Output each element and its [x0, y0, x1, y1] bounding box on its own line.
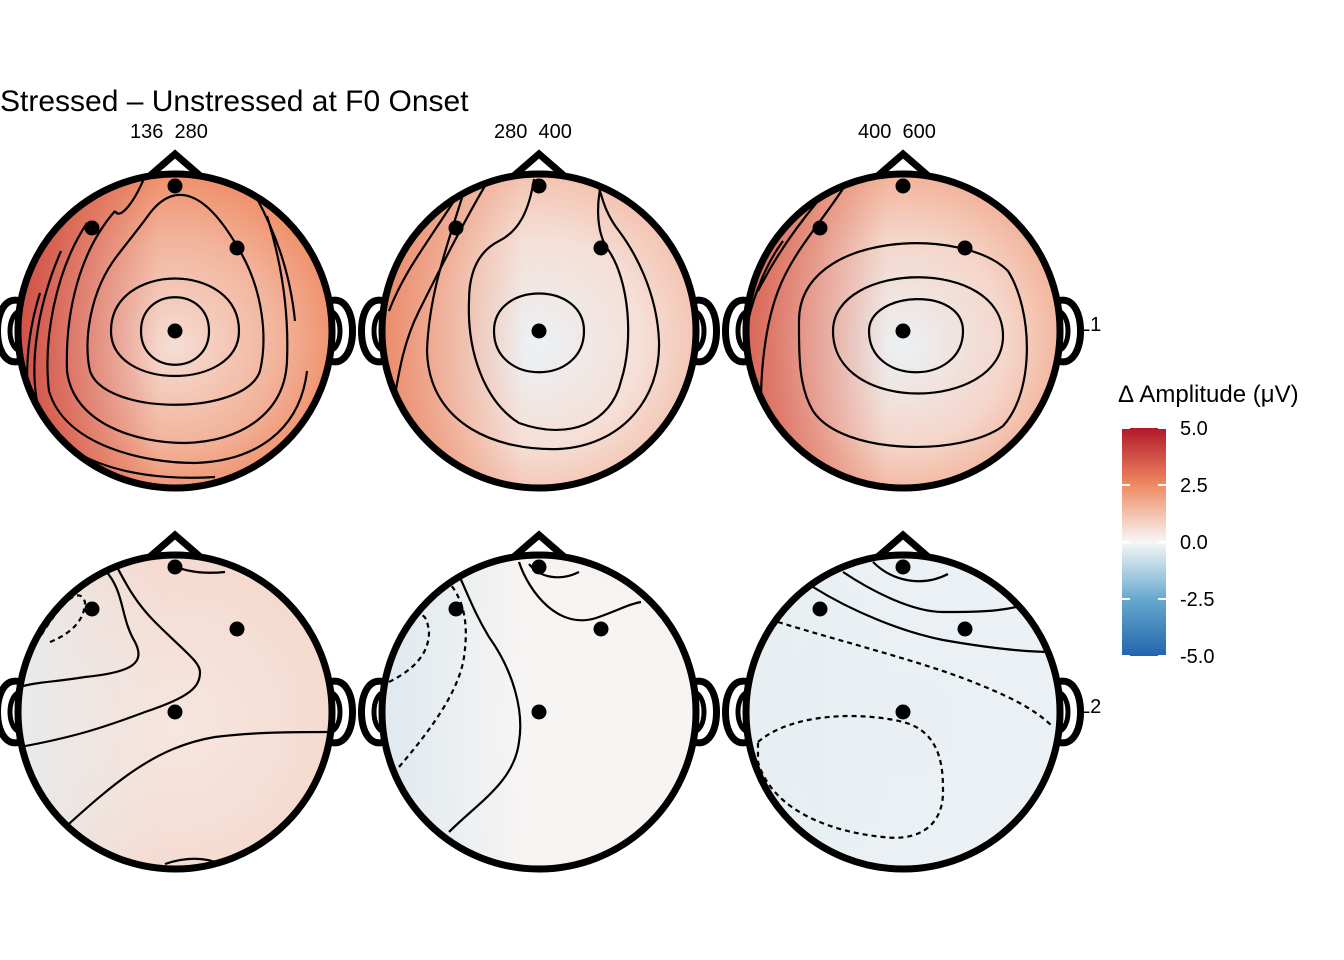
electrode-marker — [958, 241, 973, 256]
topoplot-panel-l1-400-600 — [726, 154, 1081, 488]
chart-title: Stressed – Unstressed at F0 Onset — [0, 85, 469, 118]
colorbar-tick-label: 5.0 — [1180, 418, 1208, 440]
electrode-marker — [594, 622, 609, 637]
electrode-marker — [958, 622, 973, 637]
electrode-marker — [168, 324, 183, 339]
electrode-marker — [532, 324, 547, 339]
topoplot-panel-l2-280-400 — [362, 535, 717, 869]
electrode-marker — [896, 179, 911, 194]
topoplot-panel-l2-400-600 — [726, 535, 1081, 869]
colorbar-tick-label: -5.0 — [1180, 646, 1214, 668]
electrode-marker — [594, 241, 609, 256]
electrode-marker — [896, 324, 911, 339]
colorbar-tick-label: 2.5 — [1180, 475, 1208, 497]
column-label-400-600: 400 600 — [858, 121, 936, 143]
colorbar-tick-label: 0.0 — [1180, 532, 1208, 554]
electrode-marker — [896, 705, 911, 720]
topoplot-panel-l2-136-280 — [0, 535, 353, 869]
electrode-marker — [85, 602, 100, 617]
colorbar-tick-label: -2.5 — [1180, 589, 1214, 611]
electrode-marker — [532, 179, 547, 194]
electrode-marker — [85, 221, 100, 236]
topoplot-panel-l1-280-400 — [362, 154, 717, 488]
electrode-marker — [168, 705, 183, 720]
electrode-marker — [532, 560, 547, 575]
colorbar-legend: Δ Amplitude (μV) 5.0 2.5 0.0 -2.5 -5.0 — [1118, 381, 1299, 668]
electrode-marker — [532, 705, 547, 720]
electrode-marker — [230, 241, 245, 256]
electrode-marker — [449, 221, 464, 236]
electrode-marker — [168, 560, 183, 575]
topoplot-panels — [0, 154, 1081, 869]
electrode-marker — [230, 622, 245, 637]
electrode-marker — [449, 602, 464, 617]
electrode-marker — [896, 560, 911, 575]
topoplot-panel-l1-136-280 — [0, 154, 353, 488]
legend-title: Δ Amplitude (μV) — [1118, 381, 1299, 408]
electrode-marker — [813, 221, 828, 236]
column-label-136-280: 136 280 — [130, 121, 208, 143]
column-label-280-400: 280 400 — [494, 121, 572, 143]
electrode-marker — [813, 602, 828, 617]
electrode-marker — [168, 179, 183, 194]
